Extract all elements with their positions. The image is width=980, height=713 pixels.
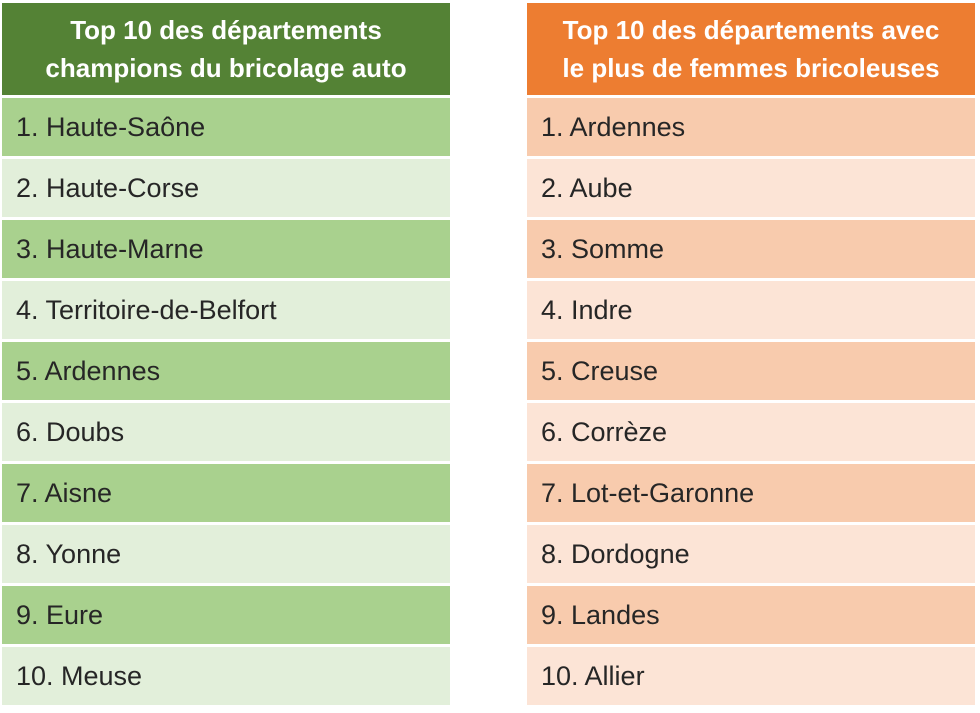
header-title-line2: le plus de femmes bricoleuses xyxy=(562,53,940,83)
table-row: 6. Doubs xyxy=(2,403,450,461)
table-row: 6. Corrèze xyxy=(527,403,975,461)
table-femmes-bricoleuses: Top 10 des départements avec le plus de … xyxy=(527,3,975,705)
table-row: 7. Lot-et-Garonne xyxy=(527,464,975,522)
header-title-line2: champions du bricolage auto xyxy=(45,53,407,83)
table-row: 5. Ardennes xyxy=(2,342,450,400)
table-row: 2. Haute-Corse xyxy=(2,159,450,217)
table-rows-right: 1. Ardennes 2. Aube 3. Somme 4. Indre 5.… xyxy=(527,95,975,705)
table-row: 7. Aisne xyxy=(2,464,450,522)
table-row: 9. Eure xyxy=(2,586,450,644)
table-row: 10. Meuse xyxy=(2,647,450,705)
table-row: 1. Haute-Saône xyxy=(2,98,450,156)
table-row: 3. Somme xyxy=(527,220,975,278)
table-row: 4. Territoire-de-Belfort xyxy=(2,281,450,339)
table-row: 8. Yonne xyxy=(2,525,450,583)
header-title-line1: Top 10 des départements xyxy=(70,15,382,45)
table-row: 5. Creuse xyxy=(527,342,975,400)
header-title-line1: Top 10 des départements avec xyxy=(562,15,940,45)
table-row: 3. Haute-Marne xyxy=(2,220,450,278)
table-rows-left: 1. Haute-Saône 2. Haute-Corse 3. Haute-M… xyxy=(2,95,450,705)
table-row: 1. Ardennes xyxy=(527,98,975,156)
table-row: 4. Indre xyxy=(527,281,975,339)
table-row: 9. Landes xyxy=(527,586,975,644)
table-header-left: Top 10 des départements champions du bri… xyxy=(2,3,450,95)
table-champions-bricolage-auto: Top 10 des départements champions du bri… xyxy=(2,3,450,705)
table-row: 8. Dordogne xyxy=(527,525,975,583)
table-header-right: Top 10 des départements avec le plus de … xyxy=(527,3,975,95)
table-row: 2. Aube xyxy=(527,159,975,217)
table-row: 10. Allier xyxy=(527,647,975,705)
